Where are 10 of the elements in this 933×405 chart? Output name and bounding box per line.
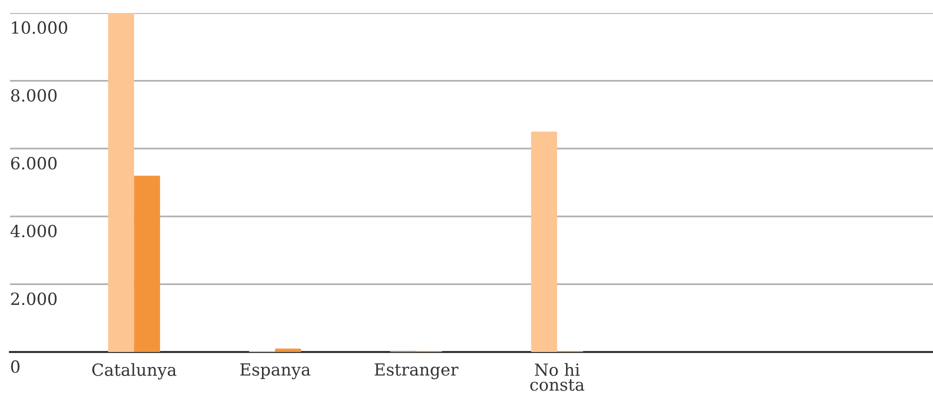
x-tick-label: Catalunya (92, 363, 176, 380)
y-tick-label: 10.000 (12, 21, 68, 34)
y-tick-label: 0 (11, 360, 20, 373)
y-tick-label: 2.000 (11, 292, 57, 306)
y-tick-label: 4.000 (10, 224, 57, 238)
x-tick-label: Espanya (240, 363, 310, 380)
y-tick-label: 6.000 (11, 156, 57, 170)
x-tick-label: Estranger (374, 363, 458, 380)
y-tick-label: 8.000 (11, 89, 57, 102)
x-tick-label: No hi consta (530, 363, 584, 391)
